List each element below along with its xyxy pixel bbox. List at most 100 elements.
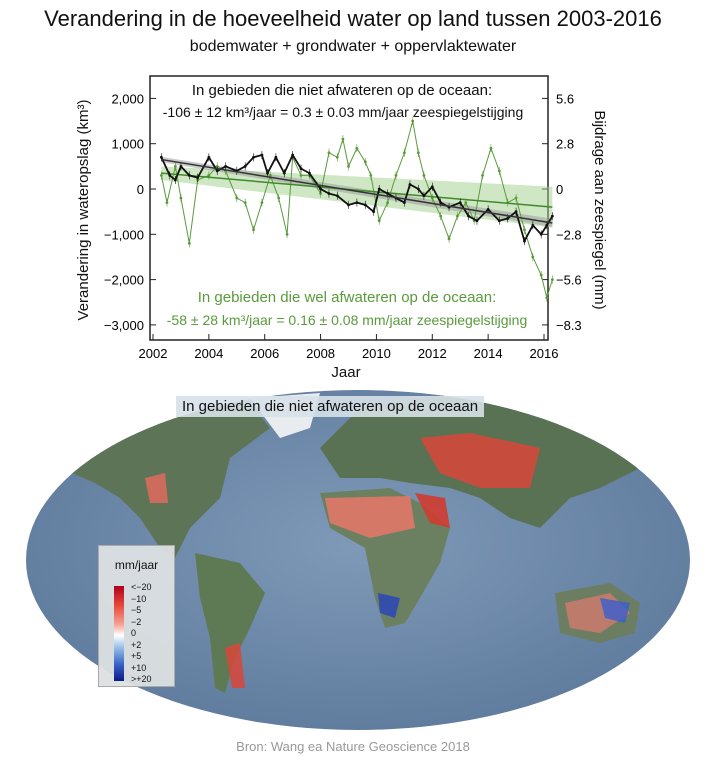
data-point: [531, 223, 535, 227]
data-point: [363, 160, 367, 164]
page-title: Verandering in de hoeveelheid water op l…: [44, 6, 662, 31]
legend-tick: +2: [131, 639, 142, 650]
data-point: [545, 223, 549, 227]
data-point: [545, 296, 549, 300]
data-point: [187, 241, 191, 245]
data-point: [299, 167, 303, 171]
data-point: [486, 207, 490, 211]
data-point: [224, 164, 228, 168]
data-point: [319, 187, 322, 191]
data-point: [260, 201, 264, 204]
data-point: [252, 155, 255, 159]
data-point: [165, 201, 169, 204]
data-point: [458, 201, 462, 204]
data-point: [282, 171, 286, 175]
data-point: [489, 146, 493, 150]
source-credit: Bron: Wang ea Nature Geoscience 2018: [236, 739, 470, 754]
x-tick-label: 2016: [530, 346, 559, 361]
data-point: [523, 228, 526, 232]
water-storage-chart: 2002 2004 2006 2008 2010 2012 2014 2016 2,000 5.6…: [75, 75, 608, 381]
data-point: [550, 214, 554, 218]
data-point: [408, 183, 412, 186]
data-point: [369, 174, 373, 177]
x-tick-label: 2004: [194, 346, 223, 361]
legend-tick: −2: [131, 616, 142, 627]
data-point: [335, 155, 339, 159]
data-point: [416, 151, 420, 155]
legend-tick: −10: [131, 593, 147, 604]
data-point: [497, 219, 501, 223]
data-point: [539, 232, 543, 236]
data-point: [196, 176, 200, 180]
data-point: [531, 255, 535, 259]
x-tick-label: 2010: [362, 346, 391, 361]
legend-tick: <−20: [131, 582, 152, 592]
annotation-black-1: In gebieden die niet afwateren op de oce…: [192, 82, 492, 99]
color-legend: mm/jaar <−20 −10 −5 −2 0 +2 +5 +10 >+20: [98, 545, 175, 687]
trend-line: [161, 172, 553, 208]
data-point: [539, 273, 543, 277]
legend-tick: +5: [131, 651, 142, 661]
x-tick-label: 2002: [139, 346, 168, 361]
world-map: [26, 390, 690, 730]
data-point: [355, 146, 359, 150]
data-point: [506, 217, 510, 220]
data-point: [277, 196, 281, 200]
data-point: [207, 174, 211, 177]
data-point: [235, 196, 239, 200]
y-axis-label-right: Bijdrage aan zeespiegel (mm): [591, 110, 608, 309]
annotation-green-1: In gebieden die wel afwateren op de ocea…: [198, 289, 497, 306]
data-point: [179, 164, 183, 168]
y-tick-label: −1,000: [104, 227, 144, 242]
map-title: In gebieden die niet afwateren op de oce…: [176, 396, 485, 417]
data-point: [299, 174, 303, 177]
data-point: [439, 214, 443, 218]
data-point: [268, 174, 272, 177]
y-axis-label: Verandering in wateropslag (km³): [75, 100, 92, 321]
data-point: [497, 169, 501, 173]
data-point: [439, 201, 443, 204]
series-line: [160, 120, 553, 300]
data-point: [456, 214, 459, 218]
data-point: [402, 201, 406, 204]
data-point: [422, 194, 426, 198]
data-point: [416, 187, 420, 191]
series-line: [160, 153, 554, 244]
south-america: [195, 553, 265, 693]
data-point: [335, 194, 339, 198]
data-point: [464, 201, 468, 204]
y-tick-label: −2,000: [104, 273, 144, 288]
y-tick-label: 1,000: [111, 137, 144, 152]
data-point: [363, 203, 367, 207]
trend-line: [161, 158, 553, 224]
data-point: [215, 164, 219, 168]
x-tick-label: 2012: [418, 346, 447, 361]
gain-south-africa: [378, 593, 400, 618]
y-tick-label: 2,000: [111, 91, 144, 106]
y-tick-label-right: −8.3: [556, 318, 582, 333]
y-tick-label-right: −2.8: [556, 227, 582, 242]
x-tick-label: 2008: [306, 346, 335, 361]
data-point: [372, 210, 376, 214]
data-point: [179, 196, 183, 200]
legend-tick: 0: [131, 628, 137, 638]
y-tick-label: 0: [137, 182, 144, 197]
data-point: [215, 169, 219, 173]
data-point: [274, 155, 278, 159]
data-point: [347, 164, 350, 168]
data-point: [327, 151, 331, 155]
data-point: [207, 155, 211, 159]
data-point: [243, 201, 247, 204]
y-tick-label-right: 2.8: [556, 137, 574, 152]
data-point: [252, 228, 255, 232]
data-point: [523, 239, 526, 243]
data-point: [159, 174, 163, 177]
data-point: [260, 153, 264, 157]
x-tick-label: 2006: [250, 346, 279, 361]
data-point: [430, 185, 434, 189]
annotation-black-2: -106 ± 12 km³/jaar = 0.3 ± 0.03 mm/jaar …: [163, 104, 524, 120]
data-point: [475, 219, 479, 223]
legend-title: mm/jaar: [114, 558, 159, 572]
x-tick-label: 2014: [474, 346, 503, 361]
data-point: [386, 201, 389, 204]
